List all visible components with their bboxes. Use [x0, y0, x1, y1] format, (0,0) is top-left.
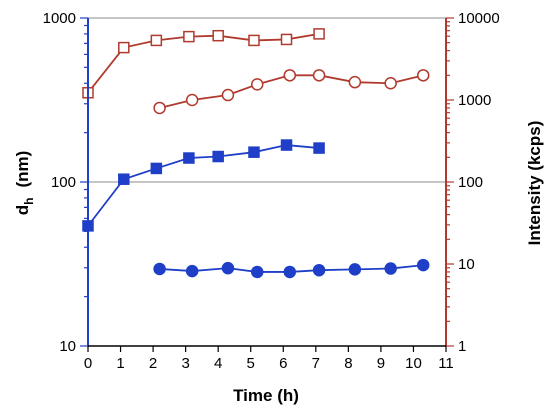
y-left-axis-title: dh (nm) — [13, 151, 36, 216]
x-tick-label: 5 — [247, 355, 255, 372]
y-right-tick-label: 1000 — [458, 92, 491, 109]
data-point-square — [150, 34, 163, 47]
y-left-title-main: d — [13, 205, 32, 215]
x-tick-label: 1 — [116, 355, 124, 372]
data-point-circle — [221, 261, 235, 275]
data-point-circle — [221, 88, 235, 102]
data-point-circle — [185, 93, 199, 107]
data-point-square — [183, 152, 195, 164]
y-right-tick-label: 1 — [458, 338, 466, 355]
x-tick-label: 0 — [84, 355, 92, 372]
y-left-tick-label: 1000 — [43, 10, 76, 27]
x-tick-label: 7 — [312, 355, 320, 372]
series-layer — [82, 28, 430, 279]
data-point-square — [280, 33, 293, 46]
data-point-circle — [185, 264, 199, 278]
data-point-circle — [153, 101, 166, 115]
data-point-square — [313, 28, 325, 40]
data-point-circle — [416, 69, 430, 82]
data-point-circle — [250, 265, 264, 279]
y-left-title-sub: h — [22, 198, 36, 205]
x-axis-title: Time (h) — [233, 386, 299, 405]
data-point-circle — [384, 77, 397, 90]
data-point-square — [248, 34, 260, 47]
data-point-square — [212, 29, 224, 42]
y-left-tick-label: 10 — [59, 338, 76, 355]
y-right-tick-label: 10000 — [458, 10, 500, 27]
data-point-circle — [312, 69, 326, 82]
data-point-square — [212, 150, 224, 163]
data-point-circle — [348, 263, 362, 276]
data-point-circle — [416, 258, 430, 272]
data-point-circle — [312, 263, 326, 277]
x-tick-label: 3 — [181, 355, 189, 372]
data-point-square — [183, 30, 195, 43]
data-point-square — [280, 139, 293, 151]
data-point-square — [248, 146, 260, 158]
data-point-circle — [250, 78, 264, 91]
data-point-square — [313, 142, 325, 154]
data-point-circle — [348, 75, 362, 89]
data-point-square — [118, 41, 130, 54]
grid-layer — [88, 17, 446, 183]
data-point-square — [118, 173, 130, 185]
y-right-tick-label: 100 — [458, 174, 483, 191]
data-point-circle — [283, 265, 297, 279]
data-point-circle — [384, 262, 397, 275]
axes-layer — [80, 17, 454, 352]
x-tick-label: 11 — [438, 355, 454, 372]
x-tick-label: 9 — [377, 355, 385, 372]
data-point-square — [150, 162, 163, 175]
y-left-title-unit: (nm) — [13, 151, 32, 188]
y-right-tick-label: 10 — [458, 256, 475, 273]
labels-layer: 10 100 1000 1 10 100 1000 10000 0 1 2 3 4 5 6 7 8 9 10 11 — [43, 10, 500, 372]
data-point-circle — [153, 262, 166, 276]
x-tick-label: 2 — [149, 355, 157, 372]
x-tick-label: 8 — [344, 355, 352, 372]
y-left-tick-label: 100 — [51, 174, 76, 191]
x-tick-label: 6 — [279, 355, 287, 372]
series-line-0 — [87, 144, 320, 227]
y-right-axis-title: Intensity (kcps) — [525, 121, 544, 246]
data-point-circle — [283, 69, 297, 82]
x-tick-label: 4 — [214, 355, 222, 372]
x-tick-label: 10 — [405, 355, 422, 372]
